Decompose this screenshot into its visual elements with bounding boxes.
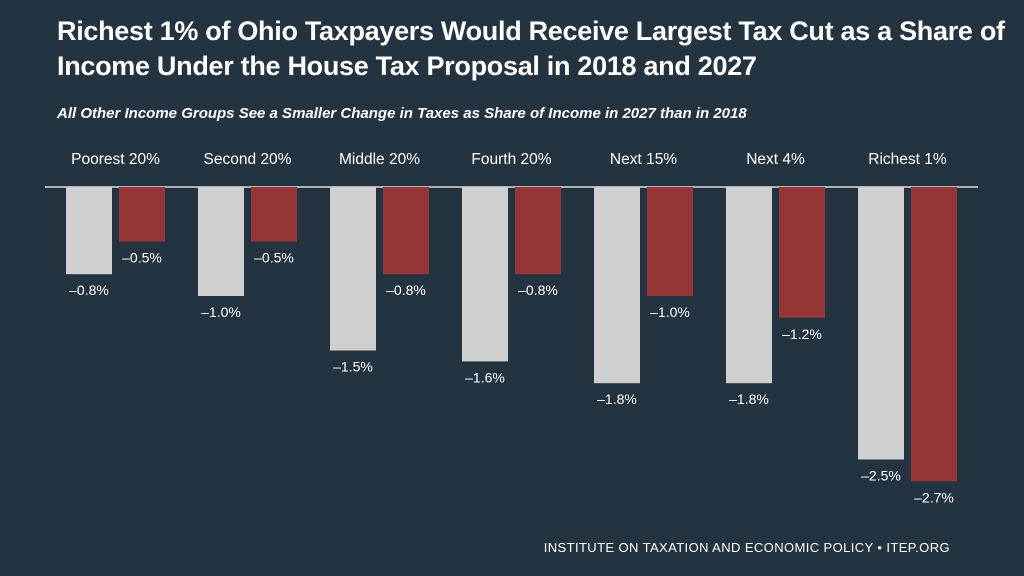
data-label-2018-poorest-20pct: –0.8% bbox=[69, 282, 109, 298]
bar-2018-second-20pct bbox=[198, 187, 244, 296]
data-label-2027-poorest-20pct: –0.5% bbox=[122, 250, 162, 266]
bar-2027-second-20pct bbox=[251, 187, 297, 242]
bar-2027-middle-20pct bbox=[383, 187, 429, 275]
bar-2027-richest-1pct bbox=[911, 187, 957, 482]
category-label-richest-1pct: Richest 1% bbox=[868, 151, 947, 168]
bar-2018-next-4pct bbox=[726, 187, 772, 384]
category-label-poorest-20pct: Poorest 20% bbox=[71, 151, 160, 168]
chart-subtitle: All Other Income Groups See a Smaller Ch… bbox=[57, 105, 747, 122]
data-label-2027-next-15pct: –1.0% bbox=[650, 304, 690, 320]
bar-2027-poorest-20pct bbox=[119, 187, 165, 242]
data-label-2027-middle-20pct: –0.8% bbox=[386, 282, 426, 298]
data-label-2027-richest-1pct: –2.7% bbox=[914, 489, 954, 505]
bar-2027-next-15pct bbox=[647, 187, 693, 296]
category-label-next-4pct: Next 4% bbox=[746, 151, 805, 168]
source-footer: INSTITUTE ON TAXATION AND ECONOMIC POLIC… bbox=[543, 540, 950, 555]
data-label-2027-next-4pct: –1.2% bbox=[782, 326, 822, 342]
bar-2018-richest-1pct bbox=[858, 187, 904, 460]
category-label-middle-20pct: Middle 20% bbox=[339, 151, 420, 168]
category-label-second-20pct: Second 20% bbox=[204, 151, 292, 168]
data-label-2027-fourth-20pct: –0.8% bbox=[518, 282, 558, 298]
category-label-fourth-20pct: Fourth 20% bbox=[471, 151, 551, 168]
data-label-2027-second-20pct: –0.5% bbox=[254, 250, 294, 266]
data-label-2018-next-15pct: –1.8% bbox=[597, 391, 637, 407]
data-label-2018-next-4pct: –1.8% bbox=[729, 391, 769, 407]
chart-title: Richest 1% of Ohio Taxpayers Would Recei… bbox=[57, 16, 1005, 81]
data-label-2018-second-20pct: –1.0% bbox=[201, 304, 241, 320]
bar-2018-poorest-20pct bbox=[66, 187, 112, 275]
bar-2018-fourth-20pct bbox=[462, 187, 508, 362]
bar-2018-middle-20pct bbox=[330, 187, 376, 351]
bar-2027-fourth-20pct bbox=[515, 187, 561, 275]
data-label-2018-fourth-20pct: –1.6% bbox=[465, 369, 505, 385]
category-label-next-15pct: Next 15% bbox=[610, 151, 677, 168]
data-label-2018-richest-1pct: –2.5% bbox=[861, 468, 901, 484]
bar-2018-next-15pct bbox=[594, 187, 640, 384]
bar-2027-next-4pct bbox=[779, 187, 825, 318]
data-label-2018-middle-20pct: –1.5% bbox=[333, 359, 373, 375]
